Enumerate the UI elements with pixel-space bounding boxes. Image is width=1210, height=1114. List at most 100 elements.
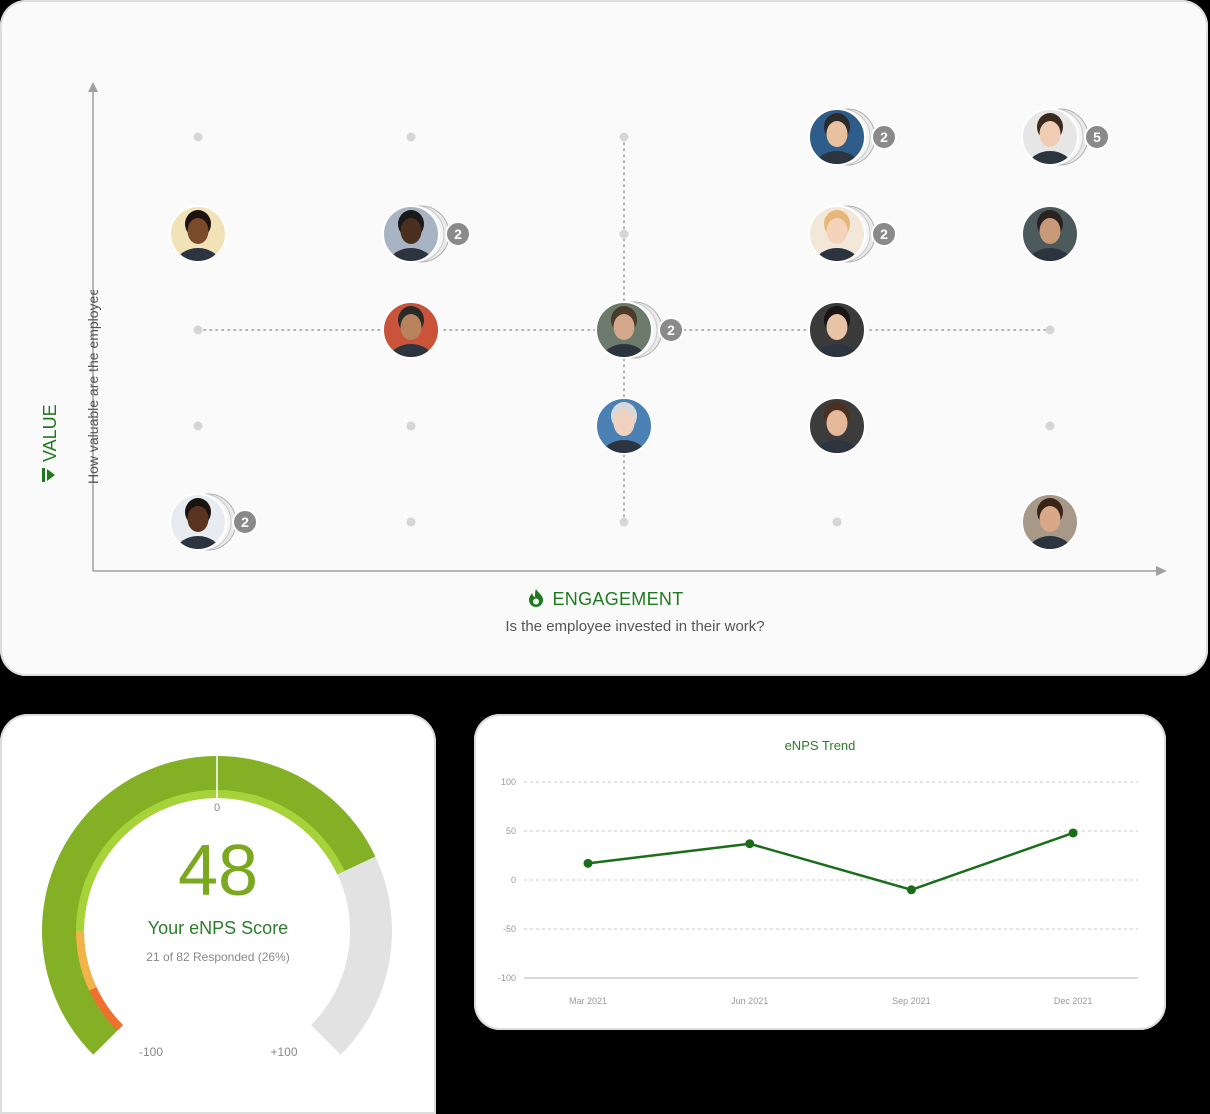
grid-dot [832, 517, 842, 527]
avatar-face [400, 218, 422, 244]
avatar-portrait [1028, 498, 1072, 549]
count-badge [445, 221, 471, 247]
gauge-band-amber [76, 931, 97, 991]
avatar-face [1039, 506, 1061, 532]
x-tick-label: Jun 2021 [731, 996, 768, 1006]
engagement-value-matrix: 2 5 2 2 2 2 [88, 82, 1167, 576]
avatar-shoulders [1028, 536, 1072, 549]
y-tick-label: 0 [511, 875, 516, 885]
avatar-face [826, 410, 848, 436]
series-line [587, 831, 1074, 892]
avatar-shoulders [815, 344, 859, 357]
grid-dot [193, 421, 203, 431]
avatar-portrait [815, 306, 859, 357]
y-tick-label: -50 [503, 924, 516, 934]
count-badge [871, 221, 897, 247]
employee-avatar[interactable]: 2 [808, 205, 897, 280]
avatar-portrait [815, 402, 859, 453]
enps-trend-card [474, 714, 1166, 1030]
y-tick-label: 50 [506, 826, 516, 836]
enps-score-value: 48 [177, 831, 259, 911]
avatar-portrait [1028, 210, 1072, 261]
employee-avatar[interactable]: 2 [382, 205, 471, 280]
x-axis-title: ENGAGEMENT [0, 588, 1210, 613]
y-tick-label: 100 [501, 777, 516, 787]
count-badge-text: 2 [880, 226, 888, 242]
avatar-shoulders [1028, 151, 1072, 164]
chart-title: eNPS Trend [784, 738, 856, 753]
enps-trend-chart: 100 50 0 -50 -100 Mar 2021 Jun 2021 Sep 2021 Dec… [498, 777, 1138, 1006]
count-badge-text: 2 [454, 226, 462, 242]
data-point[interactable] [583, 858, 593, 868]
avatar-portrait [176, 210, 220, 261]
avatar-shoulders [176, 536, 220, 549]
count-badge [658, 317, 684, 343]
grid-dot [619, 517, 629, 527]
employee-avatar[interactable] [808, 301, 866, 376]
enps-score-label: Your eNPS Score [147, 918, 289, 938]
avatar-portrait [389, 306, 433, 357]
avatar-shoulders [815, 248, 859, 261]
avatar-face [400, 314, 422, 340]
x-axis-arrow-icon [1156, 566, 1167, 576]
count-badge [1084, 124, 1110, 150]
data-point[interactable] [745, 839, 755, 849]
employee-avatar[interactable] [1021, 205, 1079, 280]
x-tick-label: Sep 2021 [892, 996, 931, 1006]
employee-avatar[interactable]: 2 [595, 301, 684, 376]
avatar-face [613, 314, 635, 340]
avatar-face [826, 121, 848, 147]
grid-dot [193, 132, 203, 142]
gauge-max-label: +100 [270, 1045, 297, 1059]
gauge-zero-label: 0 [214, 802, 220, 814]
employee-avatar[interactable] [382, 301, 440, 376]
y-axis-subtitle: How valuable are the employee's contribu… [85, 290, 101, 484]
count-badge-text: 2 [880, 129, 888, 145]
avatar-face [187, 218, 209, 244]
employee-avatar[interactable] [808, 397, 866, 472]
y-axis-label-group: VALUE How valuable are the employee's co… [22, 187, 112, 490]
data-point[interactable] [1068, 828, 1078, 838]
data-point[interactable] [906, 885, 916, 895]
y-tick-label: -100 [498, 973, 516, 983]
grid-dot [1045, 421, 1055, 431]
enps-gauge: 0 -100 +100 [41, 755, 392, 1059]
avatar-portrait [176, 498, 220, 549]
employee-avatar[interactable]: 5 [1021, 108, 1110, 183]
grid-dot [406, 421, 416, 431]
avatar-face [1039, 218, 1061, 244]
gauge-band-orange [89, 987, 123, 1031]
x-axis-subtitle: Is the employee invested in their work? [505, 618, 765, 635]
grid-dot [406, 132, 416, 142]
grid-dot [619, 132, 629, 142]
employee-avatar[interactable] [1021, 493, 1079, 568]
diamond-icon [42, 468, 55, 482]
count-badge [232, 509, 258, 535]
x-tick-label: Dec 2021 [1054, 996, 1093, 1006]
avatar-portrait [815, 113, 859, 164]
count-badge [871, 124, 897, 150]
avatar-shoulders [815, 151, 859, 164]
avatar-shoulders [602, 440, 646, 453]
grid-dot [1045, 325, 1055, 335]
avatar-portrait [602, 306, 646, 357]
x-axis-title-text: ENGAGEMENT [552, 589, 684, 609]
avatar-portrait [602, 402, 646, 453]
avatar-shoulders [602, 344, 646, 357]
avatar-face [1039, 121, 1061, 147]
employee-avatar[interactable]: 2 [169, 493, 258, 568]
avatar-face [613, 410, 635, 436]
grid-dot [193, 325, 203, 335]
grid-dot [406, 517, 416, 527]
employee-avatar[interactable] [169, 205, 227, 280]
avatar-shoulders [389, 344, 433, 357]
avatar-shoulders [815, 440, 859, 453]
avatar-portrait [815, 210, 859, 261]
employee-avatar[interactable]: 2 [808, 108, 897, 183]
y-axis-title: VALUE [40, 404, 60, 462]
avatar-face [187, 506, 209, 532]
avatar-shoulders [389, 248, 433, 261]
gauge-min-label: -100 [139, 1045, 163, 1059]
employee-avatar[interactable] [595, 397, 653, 472]
count-badge-text: 2 [241, 514, 249, 530]
